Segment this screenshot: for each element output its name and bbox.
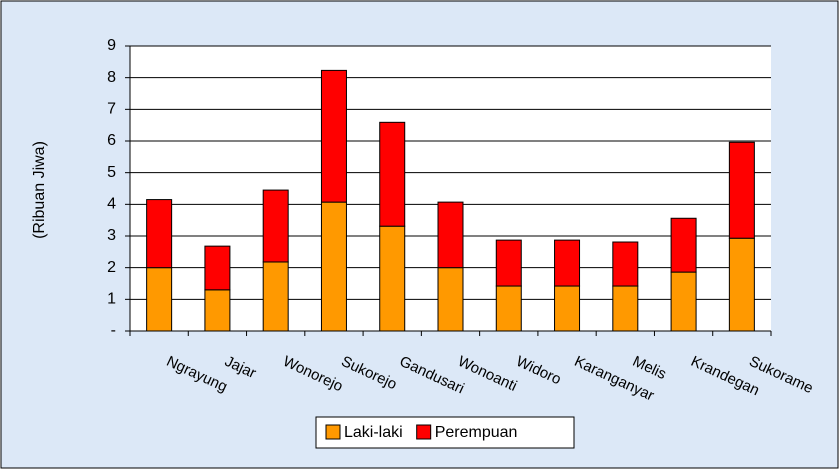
bar-segment — [670, 217, 697, 273]
legend-swatch — [325, 424, 341, 440]
bar-segment — [204, 289, 231, 332]
legend-label: Perempuan — [435, 424, 518, 441]
bar-segment — [320, 201, 347, 332]
y-tick-label: 9 — [107, 37, 116, 54]
bar-segment — [146, 267, 173, 332]
bar-segment — [437, 201, 464, 269]
y-tick-label: 6 — [107, 132, 116, 149]
y-tick-label: 2 — [107, 259, 116, 276]
bar-segment — [379, 121, 406, 227]
y-tick-label: 8 — [107, 69, 116, 86]
bar-segment — [495, 285, 522, 332]
bar-segment — [612, 285, 639, 332]
y-tick-label: 1 — [107, 291, 116, 308]
bar-segment — [554, 239, 581, 287]
y-tick-label: 4 — [107, 196, 116, 213]
bar-segment — [728, 237, 755, 332]
bar-segment — [262, 189, 289, 263]
bar-segment — [728, 141, 755, 239]
bar-segment — [262, 261, 289, 332]
y-axis-title: (Ribuan Jiwa) — [31, 141, 48, 239]
bar-segment — [670, 271, 697, 332]
y-tick-label: 7 — [107, 101, 116, 118]
bar-segment — [204, 245, 231, 291]
bar-segment — [437, 267, 464, 332]
y-tick-label: - — [111, 322, 116, 339]
bar-segment — [612, 241, 639, 287]
legend-box — [315, 416, 575, 449]
y-tick-label: 5 — [107, 164, 116, 181]
bar-segment — [379, 225, 406, 332]
bar-segment — [146, 199, 173, 269]
bar-segment — [554, 285, 581, 332]
bar-segment — [495, 239, 522, 287]
y-tick-label: 3 — [107, 227, 116, 244]
bar-segment — [320, 69, 347, 203]
legend-label: Laki-laki — [344, 424, 403, 441]
legend-swatch — [416, 424, 432, 440]
